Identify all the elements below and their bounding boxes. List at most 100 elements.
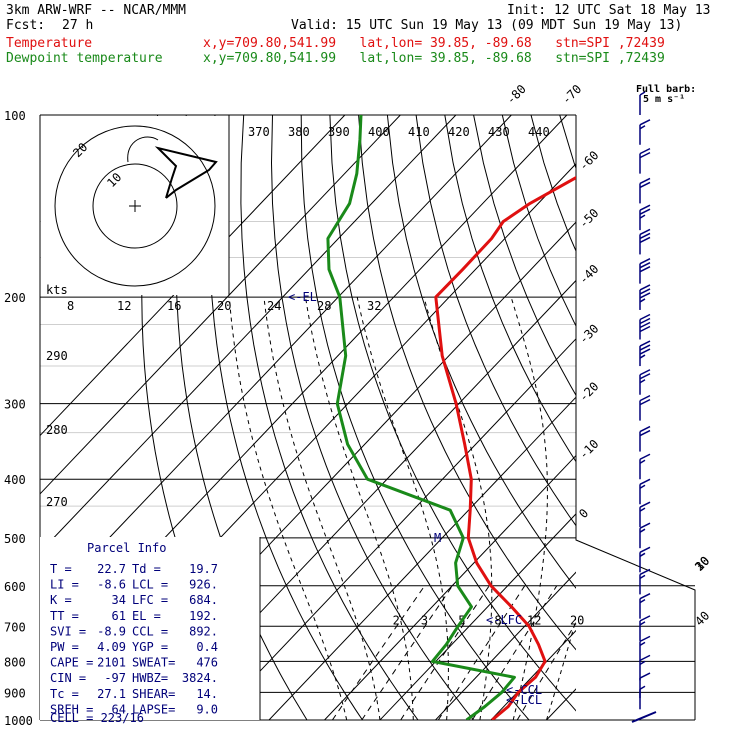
isotherm [435,571,576,720]
wind-speed-label-8: 8 [67,299,74,313]
isotherm [213,338,576,720]
parcel-info-right-label: LCL = [132,578,168,592]
isotherm-label: -70 [559,82,584,107]
pressure-label-800: 800 [4,655,26,669]
mixing-ratio-label-12: 12 [527,613,541,627]
parcel-info-right-label: SWEAT= [132,656,175,670]
pressure-label-100: 100 [4,109,26,123]
theta-label-430: 430 [488,125,510,139]
dry-adiabat [530,115,576,253]
wind-speed-label-32: 32 [367,299,381,313]
surface-barb [631,711,657,723]
isotherm-label: -40 [576,262,601,287]
dry-adiabat [208,115,363,720]
isotherm [602,115,740,720]
isotherm-label: -20 [576,379,601,404]
parcel-info-left-value: -8.9 [97,624,126,638]
wind-barb-full [639,325,651,333]
wind-barb-full [639,398,651,406]
parcel-info-right-label: Td = [132,562,161,576]
wind-barb-full [639,204,651,211]
theta-e-label-290: 290 [46,349,68,363]
wind-barb-full [639,568,651,576]
dry-adiabat [473,115,576,397]
theta-label-420: 420 [448,125,470,139]
pressure-label-1000: 1000 [4,714,33,728]
theta-e-label-280: 280 [46,423,68,437]
wind-barb-half [639,125,646,130]
parcel-info-left-label: Tc = [50,687,79,701]
temperature-legend: Temperature [6,36,93,51]
dry-adiabat [270,115,474,720]
parcel-info-box: Parcel Info T = 22.7 Td = 19.7 LI = -8.6 LCL = 9… [40,537,261,725]
parcel-info-right-label: EL = [132,609,161,623]
wind-barb-half [639,660,646,666]
dry-adiabat [703,115,740,720]
wind-barb-full [639,292,651,299]
wind-barb-full [639,288,651,295]
theta-label-380: 380 [288,125,310,139]
barb-key-line1: Full barb: [636,84,697,95]
wind-barb-full [639,635,651,643]
parcel-info-right-label: YGP = [132,640,168,654]
wind-barb-full [639,208,651,215]
pressure-label-400: 400 [4,473,26,487]
wind-barb-full [639,257,651,265]
parcel-info-left-value: 64 [112,702,126,716]
hodograph-ring-outer [54,125,216,287]
wind-barb-full [639,151,651,159]
wind-barb-full [639,501,651,508]
valid-time: Valid: 15 UTC Sun 19 May 13 (09 MDT Sun … [291,18,683,33]
wind-barb-half [639,574,646,580]
wind-barb-full [639,228,651,236]
dry-adiabat [444,115,576,463]
dry-adiabat [617,115,740,720]
parcel-info-right-label: LAPSE= [132,702,175,716]
theta-label-370: 370 [248,125,270,139]
hodograph-curve [127,136,159,163]
pressure-label-200: 200 [4,291,26,305]
isotherm-label: -50 [576,206,601,231]
isotherm [268,396,576,720]
wind-barb-half [639,528,646,533]
dry-adiabat [646,115,740,720]
wind-barb-full [639,394,651,402]
level-annotations: <-EL <-LFC <-CCL<-LCL M [288,290,542,707]
parcel-info-right-value: 3824. [182,671,218,685]
mixing-ratio-label-8: 8 [494,613,501,627]
wind-barb-full [639,373,651,380]
parcel-info-left-value: 27.1 [97,687,126,701]
wind-barb-half [639,298,646,303]
parcel-info-left-value: 22.7 [97,562,126,576]
parcel-info-right-value: 192. [189,609,218,623]
wind-barb-half [639,379,646,384]
wind-barb-half [639,552,646,557]
forecast-hour: 27 h [62,18,94,33]
dry-adiabat [732,115,740,720]
wind-barb-full [639,340,651,347]
parcel-info-left-label: K = [50,593,72,607]
mixing-ratio-label-20: 20 [570,613,584,627]
isotherm [40,115,401,495]
wind-barb-full [639,284,651,291]
wind-barb-full [639,348,651,355]
wind-barb-full [639,592,651,600]
parcel-info-title: Parcel Info [87,541,166,555]
annotation-LFC: <-LFC [486,613,522,627]
parcel-info-right-value: 9.0 [196,702,218,716]
wind-barb-full [639,261,651,269]
parcel-info-left-value: -8.6 [97,578,126,592]
sounding-profiles [326,115,576,720]
isotherm [40,115,457,554]
moist-adiabat-0 [228,297,348,720]
wind-barbs [631,91,657,723]
wind-barb-full [639,119,651,126]
dry-adiabat [240,115,419,720]
pressure-label-300: 300 [4,398,26,412]
parcel-info-background [40,537,260,720]
parcel-info-right-label: CCL = [132,624,168,638]
dewpoint-station-info: x,y=709.80,541.99 lat,lon= 39.85, -89.68… [203,51,665,66]
wind-speed-label-16: 16 [167,299,181,313]
